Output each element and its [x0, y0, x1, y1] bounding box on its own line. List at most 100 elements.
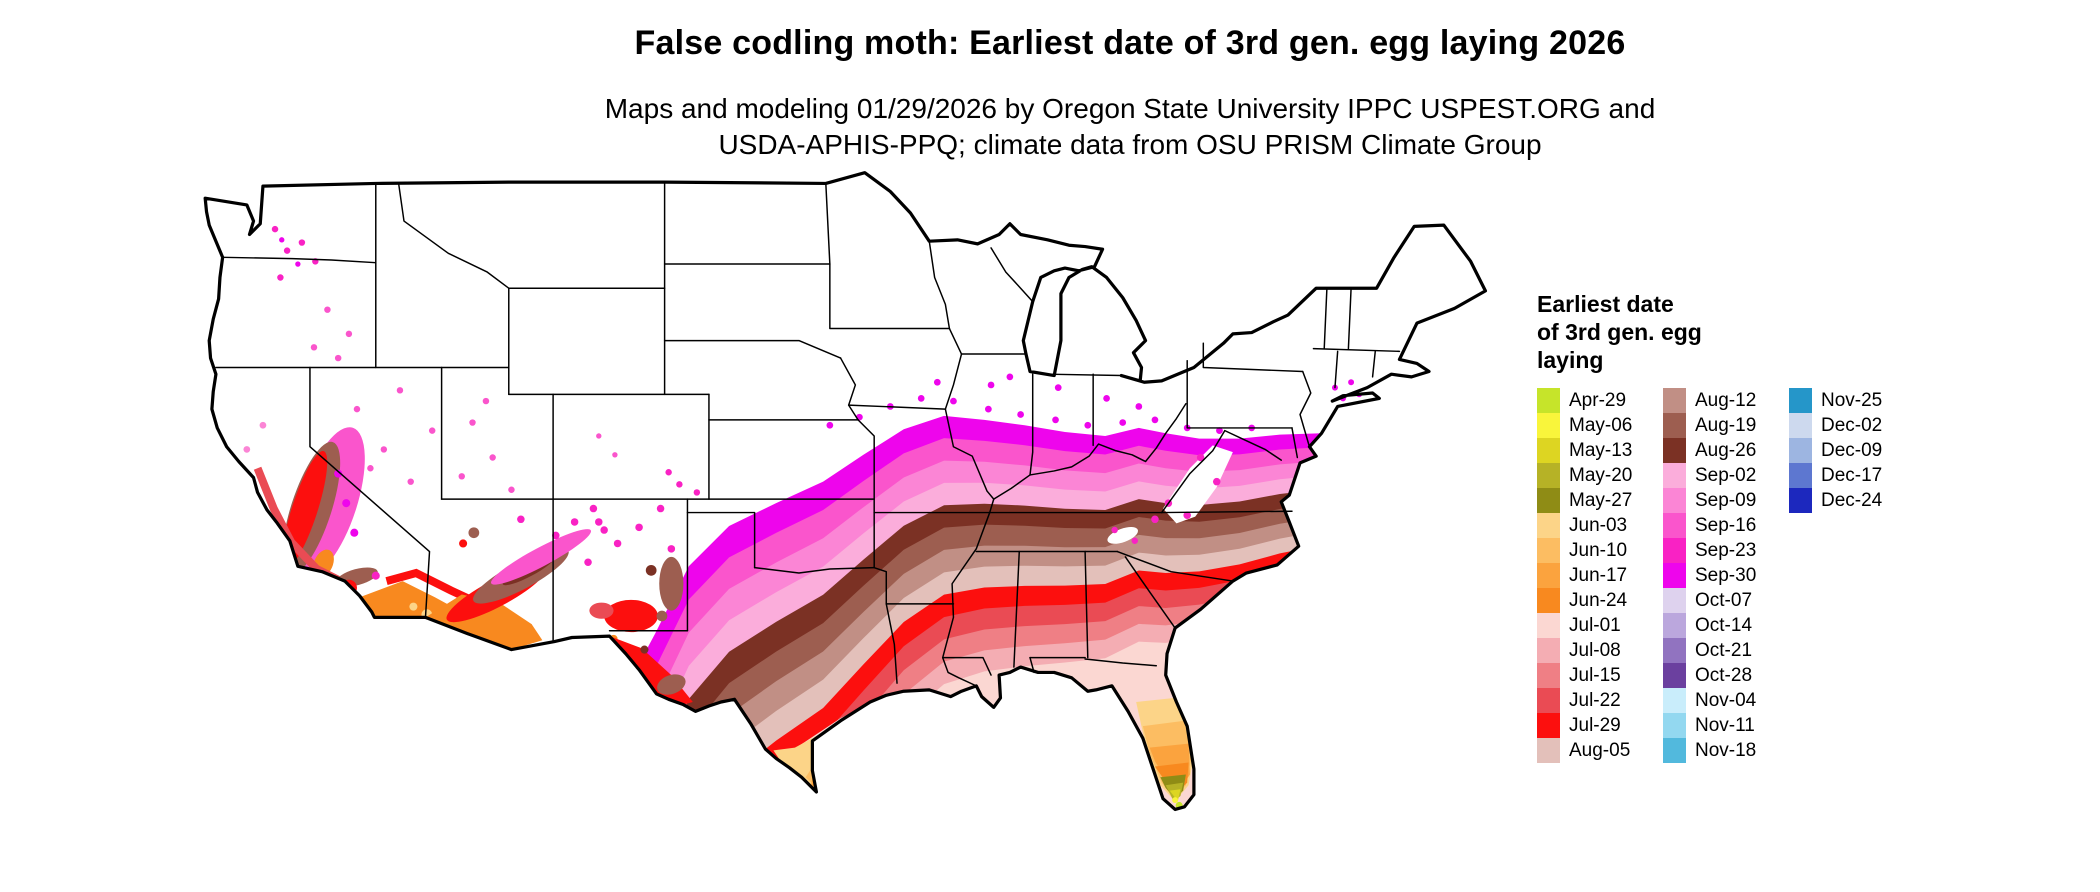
legend-label: Jun-24 [1569, 589, 1628, 611]
legend-item: Jun-17 [1537, 563, 1663, 588]
legend-item: Aug-26 [1663, 438, 1789, 463]
legend-title-line-3: laying [1537, 347, 1604, 373]
subtitle-line-2: USDA-APHIS-PPQ; climate data from OSU PR… [718, 129, 1542, 160]
legend-swatch [1789, 388, 1812, 413]
legend-item: May-13 [1537, 438, 1663, 463]
legend-label: Aug-26 [1695, 439, 1757, 461]
map-region-sep-23 [1196, 453, 1205, 462]
map-region-sep-09 [259, 421, 267, 429]
legend-swatch [1663, 613, 1686, 638]
map-region-sep-30 [826, 421, 834, 429]
legend-label: Apr-29 [1569, 389, 1627, 411]
appalachians-nodata [1163, 445, 1233, 524]
map-region-sep-30 [950, 397, 957, 405]
map-region-sep-16 [353, 405, 361, 413]
map-region-sep-16 [345, 330, 353, 338]
legend-label: Oct-07 [1695, 589, 1753, 611]
legend-item: Jul-01 [1537, 613, 1663, 638]
map-region-sep-23 [283, 247, 291, 254]
legend-label: Oct-14 [1695, 614, 1753, 636]
legend-swatch [1789, 463, 1812, 488]
legend-swatch [1789, 438, 1812, 463]
legend-label: Sep-16 [1695, 514, 1757, 536]
legend-column: Aug-12 Aug-19 Aug-26 Sep-02 Sep-09 Sep-16 Sep-… [1663, 388, 1789, 763]
legend-swatch [1663, 588, 1686, 613]
legend-label: Sep-23 [1695, 539, 1757, 561]
map-region-sep-23 [667, 545, 676, 553]
map-region-sep-30 [1052, 416, 1059, 424]
map-region-sep-30 [987, 381, 995, 389]
legend-label: Aug-19 [1695, 414, 1757, 436]
map-region-sep-23 [1151, 515, 1159, 524]
legend-item: Apr-29 [1537, 388, 1663, 413]
map-region-aug-19 [659, 556, 684, 611]
legend-label: Nov-18 [1695, 739, 1757, 761]
legend-label: Jun-10 [1569, 539, 1628, 561]
map-region-sep-30 [1103, 395, 1110, 402]
legend-swatch [1537, 463, 1560, 488]
legend-swatch [1663, 388, 1686, 413]
legend-item: May-27 [1537, 488, 1663, 513]
map-region-sep-23 [1111, 526, 1118, 534]
legend-label: Nov-11 [1695, 714, 1755, 736]
legend-item: Aug-19 [1663, 413, 1789, 438]
map-region-jul-29 [459, 539, 468, 548]
legend-title-line-1: Earliest date [1537, 291, 1674, 317]
legend-item: Jun-03 [1537, 513, 1663, 538]
legend-item: May-20 [1537, 463, 1663, 488]
legend-label: Oct-28 [1695, 664, 1753, 686]
map-region-sep-23 [298, 239, 306, 246]
legend-item: Nov-11 [1663, 713, 1789, 738]
legend-item: Sep-30 [1663, 563, 1789, 588]
map-region-aug-19 [468, 527, 480, 539]
map-region-sep-16 [396, 387, 404, 394]
legend-item: Dec-24 [1789, 488, 1915, 513]
legend-item: Oct-07 [1663, 588, 1789, 613]
map-region-sep-30 [1119, 419, 1127, 426]
legend-item: Dec-17 [1789, 463, 1915, 488]
legend-item: Aug-05 [1537, 738, 1663, 763]
legend-item: Jun-10 [1537, 538, 1663, 563]
legend-swatch [1537, 513, 1560, 538]
legend-label: Dec-09 [1821, 439, 1883, 461]
legend-swatch [1537, 638, 1560, 663]
map-region-sep-30 [985, 405, 992, 413]
legend-swatch [1663, 663, 1686, 688]
legend-label: Nov-04 [1695, 689, 1757, 711]
map-region-sep-23 [552, 531, 560, 540]
legend-title-line-2: of 3rd gen. egg [1537, 319, 1702, 345]
map-region-sep-30 [1151, 416, 1159, 424]
legend-label: Jul-01 [1569, 614, 1621, 636]
smokies-nodata [1107, 527, 1139, 544]
map-region-sep-23 [693, 489, 701, 496]
legend-label: Jun-03 [1569, 514, 1628, 536]
legend-swatch [1537, 538, 1560, 563]
legend-swatch [1537, 613, 1560, 638]
map-region-sep-30 [1135, 403, 1143, 410]
subtitle-line-1: Maps and modeling 01/29/2026 by Oregon S… [604, 93, 1656, 124]
map-region-sep-23 [1131, 537, 1139, 545]
legend-item: Nov-18 [1663, 738, 1789, 763]
map-region-sep-30 [295, 261, 301, 267]
map-region-apr-29 [1155, 823, 1160, 828]
map-region-aug-26 [640, 645, 649, 654]
legend-item: Dec-02 [1789, 413, 1915, 438]
legend-label: Dec-24 [1821, 489, 1883, 511]
legend-label: May-06 [1569, 414, 1633, 436]
legend-item: Jun-24 [1537, 588, 1663, 613]
state-borders [215, 181, 1401, 687]
map-region-sep-23 [1212, 477, 1221, 486]
legend-swatch [1663, 413, 1686, 438]
subtitle: Maps and modeling 01/29/2026 by Oregon S… [380, 91, 1880, 163]
legend-label: May-20 [1569, 464, 1633, 486]
map-region-sep-16 [596, 433, 602, 439]
map-region-sep-16 [310, 344, 318, 351]
map-region-sep-23 [371, 571, 380, 580]
legend-item: Sep-02 [1663, 463, 1789, 488]
legend-item: Oct-21 [1663, 638, 1789, 663]
map-region-sep-30 [334, 469, 343, 478]
map-region-sep-23 [595, 518, 603, 526]
legend-swatch [1663, 538, 1686, 563]
map-region-sep-16 [491, 529, 592, 585]
legend-label: Aug-12 [1695, 389, 1757, 411]
